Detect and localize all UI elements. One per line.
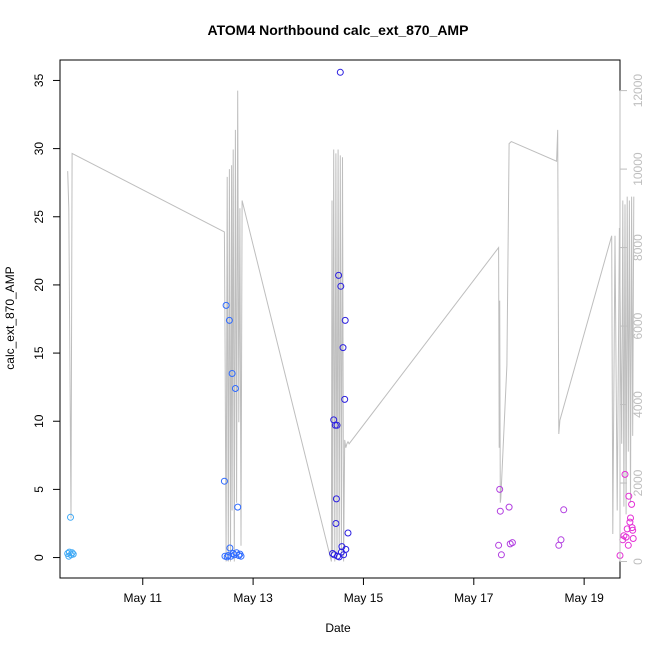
y2-tick-label: 6000 (631, 312, 645, 339)
data-point (629, 526, 637, 534)
data-point (228, 370, 236, 377)
y2-tick-label: 12000 (631, 74, 645, 108)
y2-tick-label: 4000 (631, 391, 645, 418)
x-axis-title: Date (325, 621, 351, 635)
y2-tick-label: 8000 (631, 234, 645, 261)
y-tick-label: 25 (32, 210, 46, 224)
data-point (341, 395, 349, 403)
data-point (342, 545, 350, 553)
data-point (496, 485, 504, 493)
y2-tick-label: 0 (631, 558, 645, 565)
data-point (225, 316, 233, 324)
x-tick-label: May 15 (344, 591, 384, 605)
data-point (496, 507, 504, 515)
data-point (335, 271, 343, 279)
y-tick-label: 10 (32, 414, 46, 428)
y-tick-label: 0 (32, 554, 46, 561)
y-tick-label: 35 (32, 73, 46, 87)
data-point (628, 500, 636, 508)
data-point (222, 301, 230, 309)
data-point (67, 513, 74, 521)
data-point (69, 550, 77, 558)
data-point (508, 539, 516, 547)
data-point (624, 541, 632, 549)
data-point (621, 470, 629, 478)
data-point (625, 492, 633, 500)
y-tick-label: 15 (32, 346, 46, 360)
x-axis: May 11 May 13 May 15 May 17 May 19 (124, 577, 604, 605)
y2-tick-label: 2000 (631, 469, 645, 496)
data-point (628, 524, 636, 532)
data-point (341, 316, 349, 324)
x-tick-label: May 19 (564, 591, 604, 605)
y-tick-label: 30 (32, 142, 46, 156)
y-axis: 0 5 10 15 20 25 30 35 (32, 73, 61, 561)
data-point (226, 544, 234, 552)
y2-tick-label: 10000 (631, 152, 645, 186)
data-point (337, 282, 345, 290)
data-point (332, 520, 340, 527)
data-point (495, 541, 503, 549)
data-point (629, 535, 637, 542)
line-series-layer (67, 90, 635, 562)
data-point (220, 477, 228, 485)
data-point (336, 68, 344, 76)
data-point (223, 553, 231, 561)
data-point (332, 495, 340, 503)
data-point (339, 344, 347, 352)
data-point (627, 514, 634, 522)
y-axis-right: 0 2000 4000 6000 8000 10000 12000 (619, 74, 645, 565)
data-point (497, 551, 505, 559)
x-tick-label: May 13 (233, 591, 273, 605)
chart-title: ATOM4 Northbound calc_ext_870_AMP (208, 22, 469, 38)
data-point (68, 549, 76, 557)
x-tick-label: May 11 (124, 591, 163, 605)
data-point (622, 533, 630, 541)
data-point (557, 536, 565, 544)
data-point (234, 503, 242, 511)
series-line (67, 90, 635, 562)
y-axis-title: calc_ext_870_AMP (3, 266, 17, 369)
data-point (344, 529, 352, 537)
data-point (505, 503, 513, 511)
y-tick-label: 20 (32, 278, 46, 292)
y-tick-label: 5 (32, 486, 46, 493)
data-point (237, 552, 245, 560)
data-point (231, 385, 239, 392)
data-point (333, 421, 341, 429)
x-tick-label: May 17 (454, 591, 494, 605)
data-point (560, 506, 568, 514)
